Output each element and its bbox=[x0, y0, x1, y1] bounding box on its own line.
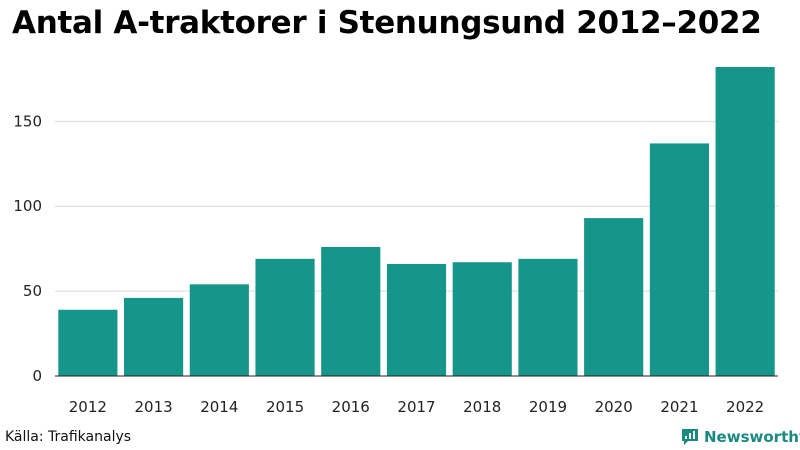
x-tick-label: 2013 bbox=[134, 398, 172, 416]
x-tick-label: 2016 bbox=[332, 398, 370, 416]
x-tick-label: 2020 bbox=[595, 398, 633, 416]
source-note: Källa: Trafikanalys bbox=[5, 429, 132, 445]
bars bbox=[58, 67, 775, 376]
x-tick-label: 2021 bbox=[660, 398, 698, 416]
x-tick-label: 2017 bbox=[397, 398, 435, 416]
bar-2022 bbox=[715, 67, 775, 376]
bar-2012 bbox=[58, 309, 118, 376]
bar-2016 bbox=[321, 246, 381, 376]
x-axis-ticks: 2012 2013 2014 2015 2016 2017 2018 2019 2020 2021… bbox=[55, 375, 778, 416]
bar-2017 bbox=[386, 263, 447, 376]
newsworthy-logo-icon bbox=[682, 429, 698, 445]
x-tick-label: 2014 bbox=[200, 398, 238, 416]
y-tick-label: 50 bbox=[23, 282, 42, 300]
bar-2019 bbox=[518, 258, 578, 376]
x-tick-label: 2012 bbox=[69, 398, 107, 416]
bar-2020 bbox=[584, 218, 644, 376]
bar-2018 bbox=[452, 262, 512, 376]
x-tick-label: 2018 bbox=[463, 398, 501, 416]
x-tick-label: 2022 bbox=[726, 398, 764, 416]
brand-logo: Newsworthy bbox=[680, 427, 800, 447]
bar-2015 bbox=[255, 258, 315, 376]
brand-name: Newsworthy bbox=[704, 428, 800, 446]
y-tick-label: 0 bbox=[32, 367, 42, 385]
y-tick-label: 150 bbox=[13, 112, 42, 130]
y-tick-label: 100 bbox=[13, 197, 42, 215]
bar-2013 bbox=[124, 297, 184, 376]
bar-2021 bbox=[649, 143, 709, 376]
x-tick-label: 2019 bbox=[529, 398, 567, 416]
chart-title: Antal A-traktorer i Stenungsund 2012–202… bbox=[12, 5, 762, 41]
x-tick-label: 2015 bbox=[266, 398, 304, 416]
bar-2014 bbox=[189, 284, 249, 376]
y-axis-ticks: 0 50 100 150 bbox=[13, 112, 42, 385]
